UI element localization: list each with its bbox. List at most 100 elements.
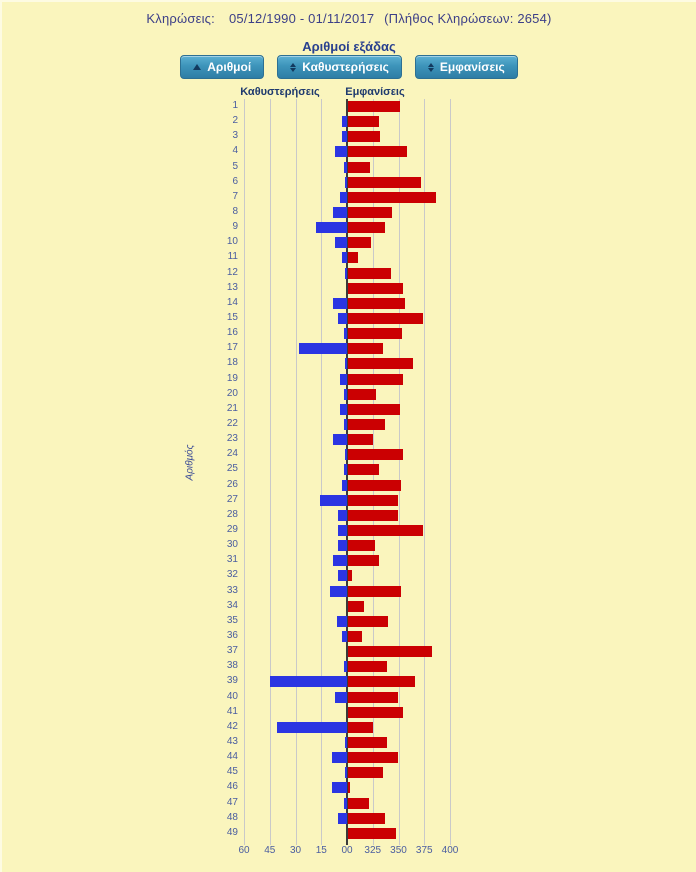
draws-label: Κληρώσεις: [146,11,215,26]
row-number-label: 46 [226,781,238,793]
delay-bar [334,691,347,703]
column-header-delays: Καθυστερήσεις [240,86,320,98]
gridline [295,99,297,845]
appearance-bar [348,267,392,279]
delay-bar [333,207,347,218]
row-number-label: 42 [226,720,238,732]
delay-bar [333,434,347,446]
delay-bar [329,585,347,597]
delay-bar [345,267,347,279]
appearance-bar [348,176,422,188]
appearance-bar [348,388,376,400]
delay-bar [343,328,347,340]
sort-numbers-button[interactable]: Αριθμοί [180,55,265,79]
delay-bar [338,525,347,536]
delay-bar [345,358,347,370]
row-number-label: 37 [226,645,238,657]
delay-bar [334,146,347,158]
row-number-label: 39 [226,675,238,687]
appearance-bar [348,646,433,658]
row-number-label: 49 [226,826,238,838]
appearance-bar [348,737,388,748]
row-number-label: 9 [232,221,238,233]
x-axis-tick-label: 15 [315,845,327,856]
appearance-bar [348,540,375,552]
delay-bar [269,676,347,688]
appearance-bar [348,525,424,536]
row-number-label: 21 [226,402,238,414]
delay-bar [338,812,347,824]
x-axis-center-tick-label: 00 [341,845,353,856]
appearance-bar [348,161,370,173]
row-number-label: 41 [226,705,238,717]
appearance-bar [348,555,379,567]
row-number-label: 26 [226,478,238,490]
appearance-bar [348,661,388,673]
appearance-bar [348,797,369,809]
appearance-bar [348,676,415,688]
appearance-bar [348,358,413,370]
delay-bar [341,631,347,642]
draws-count-note: (Πλήθος Κληρώσεων: 2654) [384,11,552,26]
delay-bar [338,313,347,324]
appearance-bar [348,419,386,430]
row-number-label: 25 [226,463,238,475]
appearance-bar [348,237,371,249]
row-number-label: 45 [226,766,238,778]
appearance-bar [348,721,373,733]
row-number-label: 29 [226,524,238,535]
appearance-bar [348,403,400,415]
x-axis-tick-label: 45 [264,845,276,856]
delay-bar [343,161,347,173]
delay-bar [336,615,347,627]
delay-bar [341,116,347,128]
sort-both-icon [427,62,434,72]
x-axis-tick-label: 375 [415,845,433,856]
appearance-bar [348,479,401,491]
appearance-bar [348,464,379,476]
row-number-label: 35 [226,614,238,626]
row-number-label: 13 [226,281,238,293]
row-number-label: 24 [226,448,238,460]
row-number-label: 6 [232,175,238,187]
row-number-label: 17 [226,342,238,354]
row-number-label: 44 [226,751,238,763]
appearance-bar [348,752,399,764]
delay-bar [333,297,347,309]
appearance-bar [348,328,402,340]
row-number-label: 20 [226,387,238,399]
row-number-label: 3 [232,130,238,142]
center-axis-line [346,99,348,845]
x-axis-tick-label: 60 [238,845,250,856]
delay-bar [316,222,347,234]
appearance-bar [348,434,373,446]
delay-bar [333,555,347,567]
appearance-bar [348,222,386,234]
sort-delays-label: Καθυστερήσεις [302,60,389,74]
row-number-label: 12 [226,266,238,278]
row-number-label: 7 [232,190,238,202]
sort-appearances-button[interactable]: Εμφανίσεις [414,55,518,79]
appearance-bar [348,585,401,597]
row-number-label: 40 [226,690,238,702]
gridline [244,99,245,845]
row-number-label: 27 [226,493,238,505]
delay-bar [338,570,347,582]
x-axis-tick-label: 30 [289,845,302,856]
row-number-label: 22 [226,418,238,429]
row-number-label: 47 [226,796,238,808]
appearance-bar [348,449,403,461]
delay-bar [340,373,347,385]
row-number-label: 15 [226,312,238,323]
row-number-label: 36 [226,630,238,641]
row-number-label: 30 [226,539,238,551]
appearance-bar [348,116,379,128]
sort-delays-button[interactable]: Καθυστερήσεις [277,55,402,79]
appearance-bar [348,252,359,264]
delay-bar [319,494,347,506]
delay-bar [345,449,347,461]
row-number-label: 16 [226,327,238,339]
x-axis-tick-label: 325 [364,845,382,856]
appearance-bar [348,131,380,143]
gridline [321,99,323,845]
